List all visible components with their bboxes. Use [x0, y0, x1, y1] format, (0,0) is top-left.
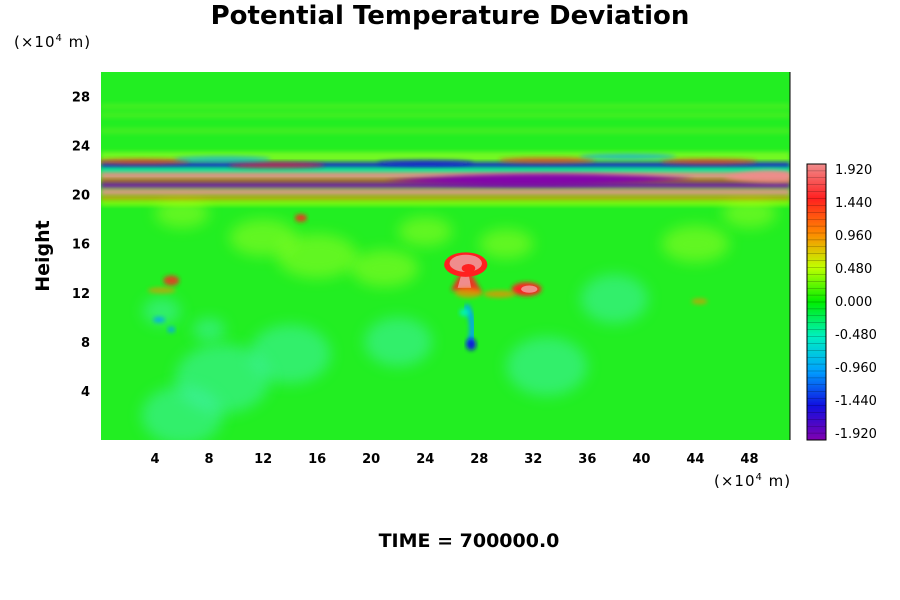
y-axis-ticks: 4 8 12 16 20 24 28 — [72, 91, 90, 400]
cool-spot — [167, 326, 176, 333]
band-layer — [101, 200, 790, 206]
band-layer — [101, 182, 790, 189]
y-tick-label: 12 — [72, 287, 90, 302]
warm-spot — [691, 298, 708, 305]
warm-spot — [163, 275, 180, 286]
band-ripple — [174, 156, 271, 163]
y-tick-label: 16 — [72, 238, 90, 253]
cool-patch — [249, 324, 331, 384]
band-ripple — [228, 162, 325, 169]
upper-stripe — [101, 111, 790, 118]
upper-stripe — [101, 127, 790, 134]
warm-patch — [479, 229, 534, 259]
colorbar-label: -0.960 — [835, 361, 877, 376]
cool-patch — [142, 297, 181, 325]
x-tick-label: 28 — [470, 452, 488, 467]
cool-patch — [580, 274, 649, 324]
x-tick-label: 48 — [740, 452, 758, 467]
cool-patch — [364, 317, 432, 367]
colorbar-label: 1.440 — [835, 196, 872, 211]
colorbar-label: 0.480 — [835, 262, 872, 277]
plot-area — [101, 72, 790, 440]
x-tick-label: 20 — [362, 452, 380, 467]
time-label: TIME = 700000.0 — [378, 530, 560, 552]
colorbar-label: -1.920 — [835, 427, 877, 442]
x-tick-label: 44 — [686, 452, 704, 467]
x-tick-label: 24 — [416, 452, 434, 467]
warm-patch — [229, 219, 297, 256]
warm-patch — [661, 225, 730, 263]
y-tick-label: 24 — [72, 140, 90, 155]
x-tick-label: 4 — [151, 452, 160, 467]
x-tick-label: 12 — [254, 452, 272, 467]
band-layer — [101, 195, 790, 201]
warm-spot — [147, 287, 176, 294]
y-tick-label: 28 — [72, 91, 90, 106]
warm-patch — [276, 233, 358, 279]
band-ripple — [498, 157, 596, 164]
colorbar-label: 0.960 — [835, 229, 872, 244]
x-tick-label: 36 — [578, 452, 596, 467]
plume-cap-dot — [461, 263, 476, 273]
y-tick-label: 8 — [81, 336, 90, 351]
band-cold-lens — [384, 173, 696, 186]
band-ripple — [101, 158, 190, 165]
y-tick-label: 20 — [72, 189, 90, 204]
band-ripple — [660, 158, 758, 165]
plume-stem-core — [457, 273, 472, 288]
y-tick-label: 4 — [81, 385, 90, 400]
colorbar-label: -0.480 — [835, 328, 877, 343]
cool-patch — [141, 386, 223, 440]
colorbar-label: 1.920 — [835, 163, 872, 178]
x-tick-label: 32 — [524, 452, 542, 467]
cool-tail-tip — [466, 338, 477, 351]
warm-patch — [398, 216, 453, 247]
cool-spot — [153, 316, 166, 323]
cool-tail-head — [459, 308, 470, 317]
warm-spot — [294, 213, 307, 222]
warm-blob-core — [521, 285, 538, 293]
plume-base — [454, 287, 482, 298]
x-tick-label: 8 — [205, 452, 214, 467]
upper-stripe — [101, 103, 790, 110]
x-axis-unit: (×104 m) — [714, 472, 792, 490]
x-tick-label: 16 — [308, 452, 326, 467]
chart-title: Potential Temperature Deviation — [210, 1, 690, 31]
colorbar-label: 0.000 — [835, 295, 872, 310]
cool-patch — [506, 336, 588, 396]
colorbar-label: -1.440 — [835, 394, 877, 409]
colorbar: 1.920 1.440 0.960 0.480 0.000 -0.480 -0.960 -1.… — [806, 163, 877, 442]
warm-filament — [483, 290, 516, 298]
band-ripple — [377, 159, 474, 166]
band-ripple — [579, 153, 677, 160]
band-warm-lens — [722, 170, 790, 183]
y-axis-label: Height — [32, 220, 54, 292]
x-axis-ticks: 4 8 12 16 20 24 28 32 36 40 44 48 — [151, 452, 759, 467]
warm-patch — [350, 249, 419, 287]
y-axis-unit: (×104 m) — [14, 33, 92, 51]
band-layer — [101, 188, 790, 196]
band-layer — [101, 172, 790, 180]
cool-patch — [192, 317, 226, 342]
band-layer — [101, 167, 790, 174]
x-tick-label: 40 — [632, 452, 650, 467]
